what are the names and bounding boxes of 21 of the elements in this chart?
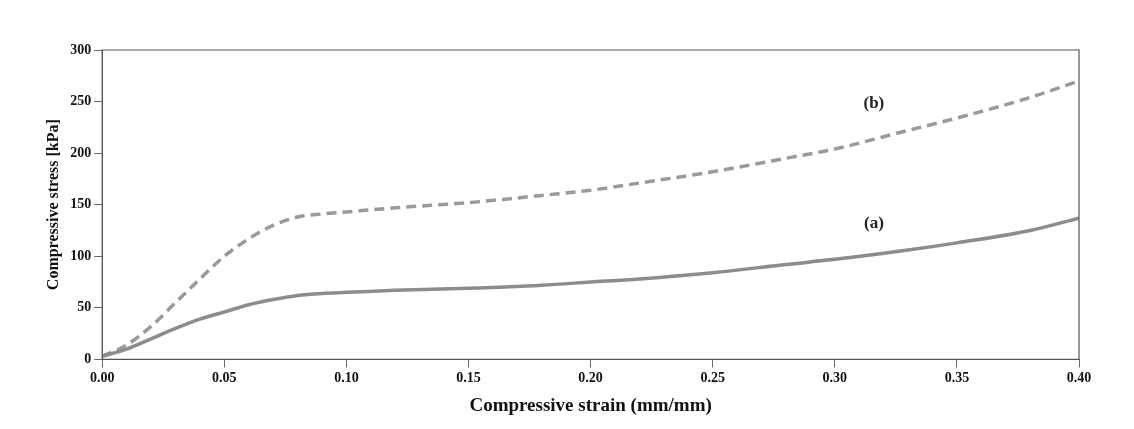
x-tick-label: 0.30: [822, 370, 848, 386]
x-tick-label: 0.00: [89, 370, 115, 386]
y-axis-title: Compressive stress [kPa]: [43, 119, 62, 291]
y-tick-label: 50: [77, 299, 92, 315]
series-label: (b): [863, 93, 885, 113]
y-tick-label: 150: [70, 196, 92, 212]
x-tick-label: 0.40: [1066, 370, 1092, 386]
x-tick-label: 0.15: [456, 370, 481, 386]
y-tick-label: 250: [70, 93, 92, 109]
series-label: (a): [863, 212, 884, 232]
x-tick-label: 0.05: [212, 370, 237, 386]
y-tick-label: 100: [70, 247, 92, 263]
x-tick-label: 0.25: [700, 370, 725, 386]
y-tick-label: 0: [84, 351, 92, 367]
x-tick-label: 0.10: [334, 370, 359, 386]
y-tick-label: 200: [70, 144, 92, 160]
x-axis-title: Compressive strain (mm/mm): [469, 393, 712, 416]
x-tick-label: 0.35: [944, 370, 970, 386]
x-tick-label: 0.20: [578, 370, 603, 386]
line-series: [102, 216, 1079, 359]
y-tick-label: 300: [70, 41, 92, 57]
